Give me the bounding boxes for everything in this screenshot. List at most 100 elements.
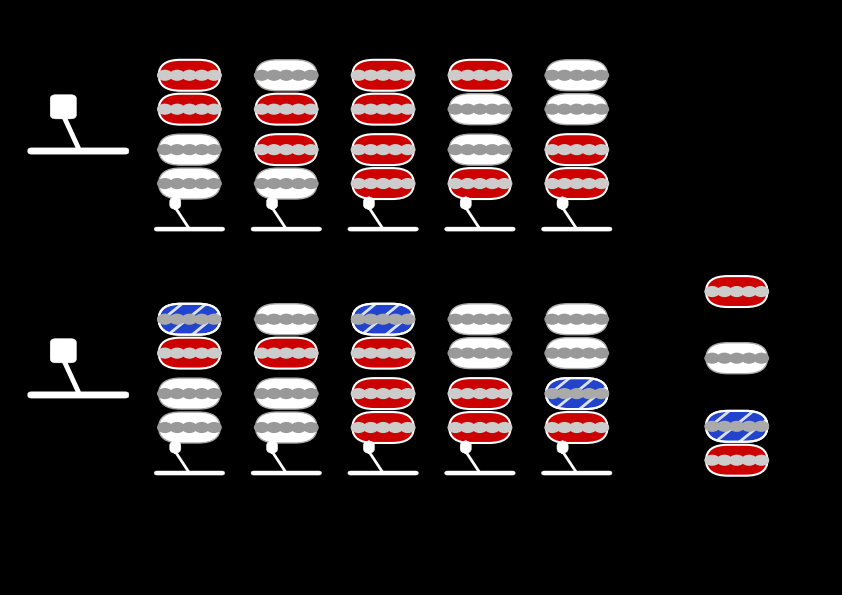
FancyBboxPatch shape: [546, 412, 608, 443]
Circle shape: [253, 144, 269, 155]
FancyBboxPatch shape: [706, 411, 768, 441]
FancyBboxPatch shape: [51, 339, 77, 363]
Circle shape: [279, 70, 294, 81]
Circle shape: [581, 144, 597, 155]
FancyBboxPatch shape: [256, 134, 317, 165]
Circle shape: [400, 314, 416, 325]
Circle shape: [741, 455, 757, 466]
Circle shape: [754, 286, 770, 297]
Circle shape: [253, 347, 269, 359]
Circle shape: [253, 70, 269, 81]
Circle shape: [303, 70, 319, 81]
FancyBboxPatch shape: [353, 378, 414, 409]
Circle shape: [581, 104, 597, 115]
FancyBboxPatch shape: [266, 197, 278, 209]
Circle shape: [376, 178, 391, 189]
Circle shape: [400, 104, 416, 115]
Circle shape: [363, 144, 379, 155]
FancyBboxPatch shape: [541, 471, 612, 475]
FancyBboxPatch shape: [169, 197, 181, 209]
Circle shape: [704, 455, 720, 466]
Circle shape: [460, 104, 476, 115]
Circle shape: [387, 347, 403, 359]
Circle shape: [279, 104, 294, 115]
Circle shape: [182, 422, 197, 433]
Circle shape: [387, 70, 403, 81]
Circle shape: [472, 422, 488, 433]
Circle shape: [387, 144, 403, 155]
Circle shape: [400, 347, 416, 359]
Circle shape: [497, 178, 513, 189]
Circle shape: [741, 353, 757, 364]
Circle shape: [350, 104, 366, 115]
Circle shape: [704, 353, 720, 364]
Circle shape: [206, 314, 222, 325]
Circle shape: [157, 178, 173, 189]
FancyBboxPatch shape: [256, 338, 317, 368]
Circle shape: [303, 144, 319, 155]
Circle shape: [387, 104, 403, 115]
Circle shape: [544, 178, 560, 189]
FancyBboxPatch shape: [450, 378, 510, 409]
Circle shape: [253, 104, 269, 115]
Circle shape: [303, 178, 319, 189]
Circle shape: [594, 104, 610, 115]
Circle shape: [557, 70, 573, 81]
Circle shape: [557, 144, 573, 155]
Circle shape: [376, 422, 391, 433]
Circle shape: [754, 421, 770, 432]
Circle shape: [169, 314, 185, 325]
Circle shape: [594, 178, 610, 189]
Circle shape: [729, 353, 744, 364]
Circle shape: [472, 104, 488, 115]
Circle shape: [157, 388, 173, 399]
Circle shape: [472, 314, 488, 325]
Circle shape: [497, 388, 513, 399]
Circle shape: [363, 422, 379, 433]
Circle shape: [544, 422, 560, 433]
FancyBboxPatch shape: [266, 441, 278, 453]
Circle shape: [350, 422, 366, 433]
Circle shape: [253, 178, 269, 189]
Circle shape: [594, 144, 610, 155]
Circle shape: [460, 347, 476, 359]
Circle shape: [303, 347, 319, 359]
FancyBboxPatch shape: [159, 338, 221, 368]
Circle shape: [169, 178, 185, 189]
FancyBboxPatch shape: [348, 227, 418, 231]
FancyBboxPatch shape: [353, 93, 414, 125]
Circle shape: [279, 314, 294, 325]
Circle shape: [754, 455, 770, 466]
FancyBboxPatch shape: [450, 168, 510, 199]
Circle shape: [594, 422, 610, 433]
Circle shape: [194, 314, 210, 325]
Circle shape: [557, 104, 573, 115]
Circle shape: [447, 144, 463, 155]
Circle shape: [350, 178, 366, 189]
Circle shape: [206, 104, 222, 115]
Circle shape: [169, 70, 185, 81]
Circle shape: [497, 422, 513, 433]
Circle shape: [497, 347, 513, 359]
Circle shape: [447, 178, 463, 189]
Circle shape: [581, 347, 597, 359]
FancyBboxPatch shape: [541, 227, 612, 231]
Circle shape: [484, 70, 500, 81]
Circle shape: [447, 70, 463, 81]
Circle shape: [741, 286, 757, 297]
FancyBboxPatch shape: [256, 168, 317, 199]
Circle shape: [581, 178, 597, 189]
Circle shape: [472, 388, 488, 399]
Circle shape: [266, 104, 282, 115]
Circle shape: [194, 422, 210, 433]
Circle shape: [569, 178, 584, 189]
Circle shape: [594, 70, 610, 81]
Circle shape: [400, 70, 416, 81]
Circle shape: [741, 421, 757, 432]
FancyBboxPatch shape: [546, 378, 608, 409]
Circle shape: [266, 347, 282, 359]
Circle shape: [182, 104, 197, 115]
Circle shape: [497, 144, 513, 155]
FancyBboxPatch shape: [460, 441, 472, 453]
FancyBboxPatch shape: [353, 412, 414, 443]
